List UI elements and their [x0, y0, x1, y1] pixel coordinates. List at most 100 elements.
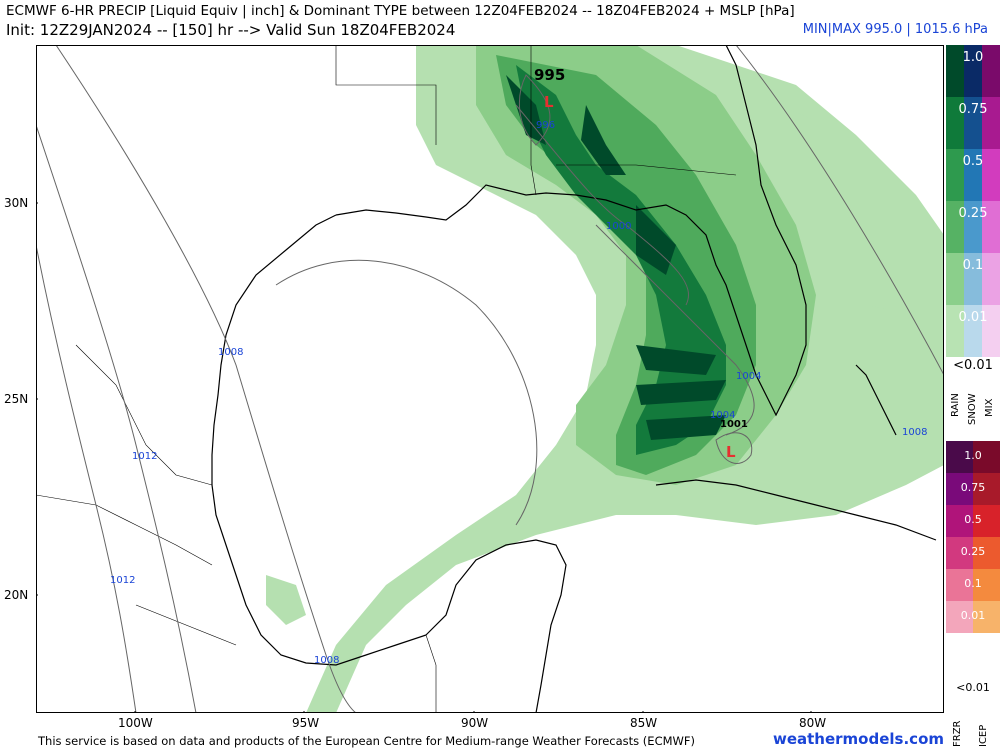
precip-shading — [266, 45, 944, 713]
legend-lower-row — [946, 505, 1000, 537]
low-symbol-south: L — [726, 443, 736, 461]
legend-type-rain: RAIN — [950, 393, 961, 417]
legend-type-frzr: FRZR — [952, 720, 963, 748]
legend-upper-row — [946, 201, 1000, 253]
legend-type-mix: MIX — [984, 398, 995, 417]
legend-lower-value: 0.5 — [964, 513, 982, 526]
legend-swatch-mix — [982, 305, 1000, 357]
label-1000: 1000 — [606, 221, 631, 232]
legend-swatch-frzr — [946, 569, 973, 601]
legend-lower-value: 0.01 — [960, 609, 986, 622]
precip-map: 995 L 996 1000 1004 1004 1001 L 1008 100… — [36, 45, 944, 713]
legend-swatch-mix — [982, 97, 1000, 149]
louisiana-coast — [335, 45, 807, 417]
legend-lower-row — [946, 569, 1000, 601]
isobar-1008-gulf — [55, 45, 357, 713]
legend-swatch-frzr — [946, 601, 973, 633]
isobar-1012-far-west — [36, 244, 137, 713]
init-valid-time: Init: 12Z29JAN2024 -- [150] hr --> Valid… — [6, 21, 456, 39]
legend-swatch-frzr — [946, 505, 973, 537]
legend-upper-value: 0.75 — [958, 102, 988, 117]
border-6 — [75, 344, 213, 486]
legend-lower-value: 1.0 — [964, 449, 982, 462]
legend-swatch-frzr — [946, 537, 973, 569]
legend: 1.0 0.75 0.5 0.25 0.1 0.01 <0.01 RAIN SNOW MI… — [946, 45, 1000, 750]
legend-swatch-mix — [982, 253, 1000, 305]
legend-swatch-icep — [973, 601, 1000, 633]
isobar-996 — [518, 74, 551, 146]
legend-upper-row — [946, 149, 1000, 201]
legend-lower-value: 0.75 — [960, 481, 986, 494]
legend-lower-row — [946, 601, 1000, 633]
border-4 — [36, 494, 213, 566]
legend-swatch-rain — [946, 253, 964, 305]
precip-streak-5 — [506, 75, 546, 145]
label-1012-a: 1012 — [132, 451, 157, 462]
precip-streak-3 — [636, 380, 726, 405]
legend-upper-row — [946, 305, 1000, 357]
legend-swatch-mix — [982, 149, 1000, 201]
lon-label-85w: 85W — [630, 716, 658, 730]
legend-swatch-rain — [946, 305, 964, 357]
legend-lower-row — [946, 473, 1000, 505]
coastlines — [211, 45, 937, 713]
lat-label-25n: 25N — [4, 392, 29, 406]
legend-upper-row — [946, 45, 1000, 97]
legend-swatch-mix — [982, 45, 1000, 97]
legend-swatch-frzr — [946, 473, 973, 505]
legend-lower-value: 0.25 — [960, 545, 986, 558]
lon-label-90w: 90W — [461, 716, 489, 730]
legend-upper-value: 0.1 — [962, 258, 984, 273]
border-2 — [530, 45, 537, 196]
isobar-gulf-loop — [275, 259, 538, 526]
precip-band-light-2 — [756, 95, 936, 315]
min-max-pressure: MIN|MAX 995.0 | 1015.6 hPa — [802, 22, 988, 37]
legend-swatch-snow — [964, 97, 982, 149]
legend-swatch-snow — [964, 201, 982, 253]
label-1008-a: 1008 — [218, 347, 243, 358]
isobar-1000 — [515, 104, 689, 306]
low-symbol-north: L — [544, 93, 554, 111]
border-3 — [556, 164, 737, 176]
label-1012-b: 1012 — [110, 575, 135, 586]
legend-swatch-snow — [964, 149, 982, 201]
precip-streak-1 — [636, 205, 676, 275]
lon-label-80w: 80W — [799, 716, 827, 730]
legend-lower-lt: <0.01 — [956, 681, 990, 694]
legend-swatch-icep — [973, 473, 1000, 505]
legend-swatch-rain — [946, 149, 964, 201]
legend-swatch-rain — [946, 45, 964, 97]
legend-swatch-icep — [973, 505, 1000, 537]
legend-swatch-icep — [973, 569, 1000, 601]
yucatan-coast — [425, 539, 567, 713]
legend-swatch-snow — [964, 253, 982, 305]
isobar-1004 — [595, 224, 755, 436]
legend-swatch-snow — [964, 305, 982, 357]
legend-swatch-icep — [973, 537, 1000, 569]
label-1004-b: 1004 — [710, 410, 735, 421]
precip-streak-4 — [646, 415, 726, 440]
brand-link[interactable]: weathermodels.com — [772, 730, 944, 748]
gulf-coast-us — [211, 214, 427, 666]
footer-credit: This service is based on data and produc… — [38, 734, 695, 748]
legend-swatch-rain — [946, 201, 964, 253]
lat-label-20n: 20N — [4, 588, 29, 602]
lon-label-95w: 95W — [292, 716, 320, 730]
legend-lower-value: 0.1 — [964, 577, 982, 590]
label-995: 995 — [534, 66, 565, 84]
label-1008-b: 1008 — [314, 655, 339, 666]
label-1004-a: 1004 — [736, 371, 761, 382]
borders — [36, 45, 737, 713]
legend-swatch-icep — [973, 441, 1000, 473]
label-1008-c: 1008 — [902, 427, 927, 438]
border-7 — [135, 604, 237, 646]
chart-title: ECMWF 6-HR PRECIP [Liquid Equiv | inch] … — [6, 3, 795, 19]
legend-upper-value: 1.0 — [962, 50, 984, 65]
legend-swatch-snow — [964, 45, 982, 97]
legend-upper-lt: <0.01 — [953, 358, 993, 373]
isobar-low-loop — [715, 432, 753, 464]
isobar-1008-east — [735, 45, 944, 376]
precip-streak-2 — [636, 345, 716, 375]
legend-lower-row — [946, 441, 1000, 473]
precip-streak-6 — [581, 105, 626, 175]
